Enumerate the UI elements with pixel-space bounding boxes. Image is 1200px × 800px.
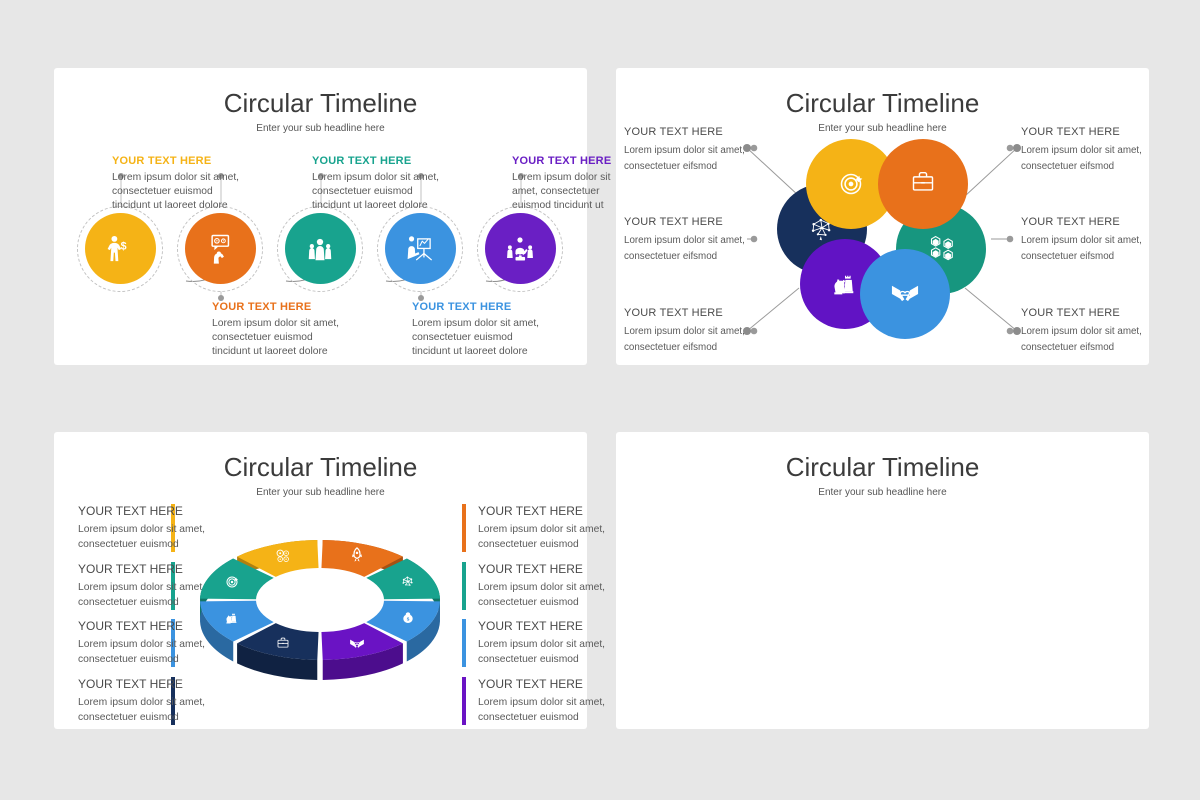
svg-text:$: $ [121,240,127,252]
svg-text:$: $ [407,617,410,622]
